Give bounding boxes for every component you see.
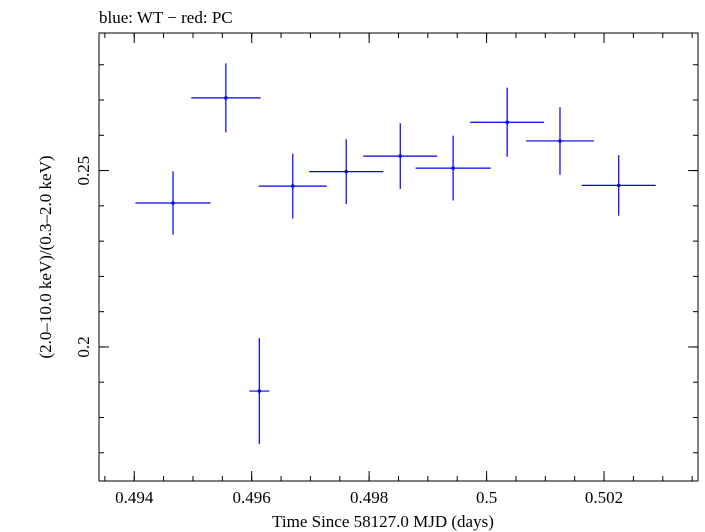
plot-frame — [98, 32, 699, 482]
data-point — [135, 171, 211, 235]
data-point — [581, 155, 656, 216]
plot-border — [98, 32, 699, 482]
x-tick-label: 0.496 — [233, 488, 271, 507]
data-point — [470, 87, 545, 157]
point-marker — [398, 154, 403, 158]
point-marker — [257, 389, 262, 393]
point-marker — [344, 169, 349, 174]
chart-title: blue: WT − red: PC — [99, 8, 233, 27]
data-points — [135, 63, 656, 444]
x-tick-label: 0.502 — [585, 488, 623, 507]
y-tick-label: 0.2 — [74, 336, 93, 357]
x-axis-label: Time Since 58127.0 MJD (days) — [272, 512, 494, 531]
y-tick-label: 0.25 — [74, 156, 93, 186]
y-axis-label: (2.0–10.0 keV)/(0.3–2.0 keV) — [36, 155, 55, 358]
point-marker — [290, 184, 295, 188]
data-point — [525, 107, 595, 175]
point-marker — [616, 183, 621, 188]
point-marker — [224, 96, 228, 100]
x-tick-label: 0.498 — [350, 488, 388, 507]
data-point — [363, 123, 438, 189]
data-point — [309, 139, 384, 205]
x-tick-label: 0.5 — [476, 488, 497, 507]
point-marker — [505, 120, 509, 125]
point-marker — [451, 166, 455, 170]
point-marker — [171, 201, 175, 205]
x-tick-label: 0.494 — [115, 488, 154, 507]
point-marker — [558, 139, 562, 143]
axis-ticks: 0.494 0.496 0.498 0.5 0.502 0.2 0.25 — [74, 33, 698, 507]
data-point — [191, 63, 261, 133]
data-point — [258, 153, 327, 219]
data-point — [415, 135, 491, 201]
data-point — [249, 338, 270, 444]
